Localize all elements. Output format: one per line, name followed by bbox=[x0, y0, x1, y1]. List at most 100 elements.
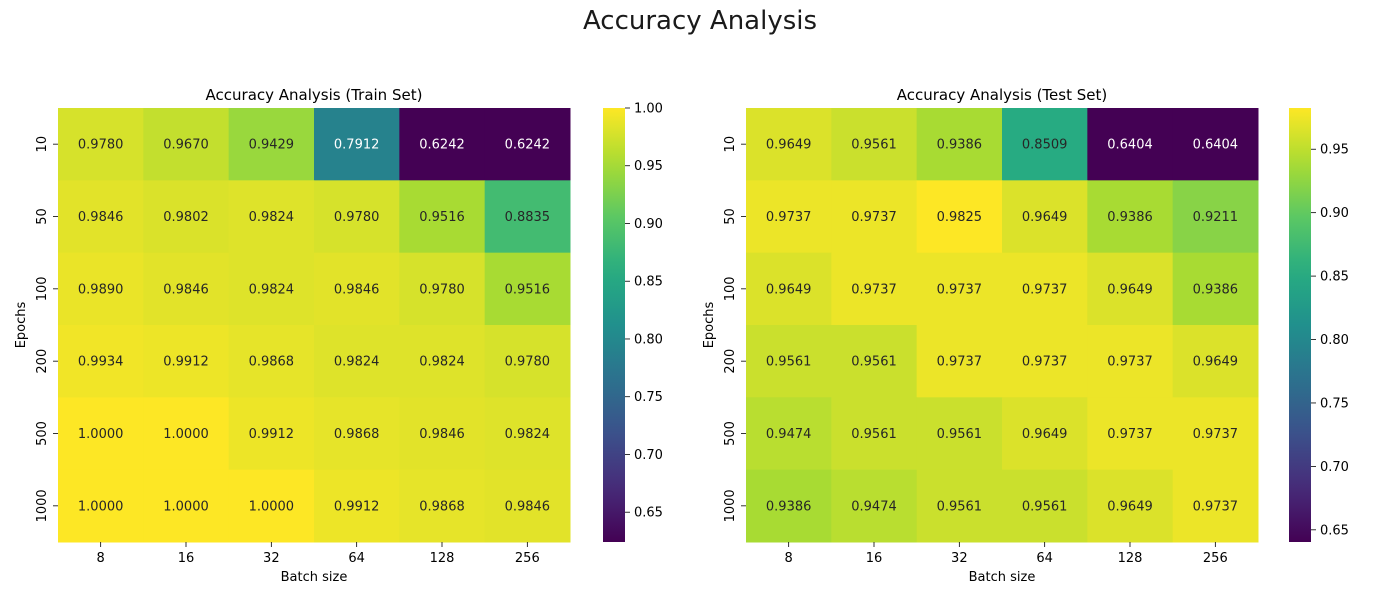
y-tick-label: 50 bbox=[35, 208, 50, 225]
colorbar-tick-label: 0.85 bbox=[1320, 270, 1349, 285]
y-tick-label: 100 bbox=[723, 276, 738, 301]
cell-value-label: 1.0000 bbox=[249, 499, 295, 514]
heatmap-cell bbox=[399, 469, 486, 543]
heatmap-title: Accuracy Analysis (Train Set) bbox=[206, 86, 423, 104]
heatmap-cell bbox=[228, 397, 315, 471]
cell-value-label: 0.9737 bbox=[937, 355, 983, 370]
heatmap-cell bbox=[916, 180, 1003, 254]
x-tick-label: 32 bbox=[951, 551, 968, 566]
x-tick-label: 32 bbox=[263, 551, 280, 566]
cell-value-label: 0.9737 bbox=[766, 210, 812, 225]
y-tick-label: 10 bbox=[723, 136, 738, 153]
heatmap-cell bbox=[1172, 397, 1259, 471]
cell-value-label: 0.9516 bbox=[419, 210, 465, 225]
cell-value-label: 0.9561 bbox=[766, 355, 812, 370]
cell-value-label: 0.9561 bbox=[937, 427, 983, 442]
heatmap-cell bbox=[831, 325, 918, 398]
cell-value-label: 0.9824 bbox=[505, 427, 551, 442]
cell-value-label: 0.9824 bbox=[249, 282, 295, 297]
colorbar-tick-label: 0.65 bbox=[634, 506, 663, 521]
y-axis-label: Epochs bbox=[702, 301, 717, 348]
heatmap-cell bbox=[484, 108, 571, 181]
cell-value-label: 0.9561 bbox=[851, 427, 897, 442]
heatmap-cell bbox=[746, 397, 832, 471]
heatmap-cell bbox=[228, 325, 315, 398]
heatmap-cell bbox=[58, 252, 144, 326]
heatmap-cell bbox=[228, 469, 315, 543]
cell-value-label: 0.9934 bbox=[78, 355, 124, 370]
heatmap-cell bbox=[58, 180, 144, 254]
cell-value-label: 0.9846 bbox=[78, 210, 124, 225]
cell-value-label: 0.8835 bbox=[505, 210, 551, 225]
cell-value-label: 0.9649 bbox=[766, 282, 812, 297]
x-tick-label: 128 bbox=[430, 551, 455, 566]
cell-value-label: 0.9846 bbox=[163, 282, 209, 297]
heatmap-cell bbox=[831, 108, 918, 181]
heatmap-cell bbox=[916, 108, 1003, 181]
x-axis-label: Batch size bbox=[281, 570, 348, 585]
colorbar-tick-label: 0.85 bbox=[634, 275, 663, 290]
cell-value-label: 0.9516 bbox=[505, 282, 551, 297]
cell-value-label: 0.9386 bbox=[766, 499, 812, 514]
cell-value-label: 0.6404 bbox=[1193, 138, 1239, 153]
y-axis-label: Epochs bbox=[14, 301, 29, 348]
heatmap-cell bbox=[58, 108, 144, 181]
cell-value-label: 0.6404 bbox=[1107, 138, 1153, 153]
cell-value-label: 0.9386 bbox=[1107, 210, 1153, 225]
heatmap-cell bbox=[143, 252, 230, 326]
heatmap-cell bbox=[314, 108, 400, 181]
heatmap-cell bbox=[831, 180, 918, 254]
colorbar-tick-label: 0.70 bbox=[1320, 460, 1349, 475]
cell-value-label: 1.0000 bbox=[78, 427, 124, 442]
cell-value-label: 0.9649 bbox=[1022, 210, 1068, 225]
cell-value-label: 0.9846 bbox=[419, 427, 465, 442]
x-tick-label: 256 bbox=[1203, 551, 1228, 566]
colorbar-tick-label: 0.75 bbox=[634, 390, 663, 405]
heatmap-cell bbox=[228, 180, 315, 254]
y-tick-label: 200 bbox=[35, 349, 50, 374]
cell-value-label: 0.9737 bbox=[1022, 282, 1068, 297]
cell-value-label: 0.9474 bbox=[766, 427, 812, 442]
heatmap-cell bbox=[314, 180, 400, 254]
colorbar bbox=[1289, 108, 1311, 542]
cell-value-label: 0.9737 bbox=[1193, 499, 1239, 514]
heatmap-cell bbox=[916, 252, 1003, 326]
cell-value-label: 0.9474 bbox=[851, 499, 897, 514]
heatmap-cell bbox=[746, 180, 832, 254]
colorbar-tick-label: 0.95 bbox=[634, 159, 663, 174]
heatmap-cell bbox=[58, 325, 144, 398]
cell-value-label: 0.9846 bbox=[334, 282, 380, 297]
y-tick-label: 500 bbox=[723, 421, 738, 446]
cell-value-label: 1.0000 bbox=[78, 499, 124, 514]
x-tick-label: 8 bbox=[785, 551, 793, 566]
cell-value-label: 0.9737 bbox=[937, 282, 983, 297]
cell-value-label: 0.9912 bbox=[163, 355, 209, 370]
x-axis-label: Batch size bbox=[969, 570, 1036, 585]
cell-value-label: 0.9737 bbox=[1107, 427, 1153, 442]
cell-value-label: 0.9825 bbox=[937, 210, 983, 225]
heatmap-cell bbox=[916, 469, 1003, 543]
heatmap-cell bbox=[1087, 180, 1174, 254]
heatmap-cell bbox=[314, 469, 400, 543]
heatmap-cell bbox=[746, 108, 832, 181]
cell-value-label: 0.9868 bbox=[419, 499, 465, 514]
heatmap-cell bbox=[916, 397, 1003, 471]
colorbar-tick-label: 0.90 bbox=[634, 217, 663, 232]
heatmap-cell bbox=[314, 325, 400, 398]
cell-value-label: 0.9824 bbox=[334, 355, 380, 370]
cell-value-label: 0.9737 bbox=[851, 282, 897, 297]
heatmap-cell bbox=[1172, 325, 1259, 398]
colorbar-tick-label: 1.00 bbox=[634, 102, 663, 117]
cell-value-label: 0.9670 bbox=[163, 138, 209, 153]
cell-value-label: 0.9649 bbox=[1107, 499, 1153, 514]
figure-title: Accuracy Analysis bbox=[582, 6, 818, 36]
x-tick-label: 64 bbox=[1036, 551, 1053, 566]
y-tick-label: 50 bbox=[723, 208, 738, 225]
heatmap-cell bbox=[1002, 397, 1088, 471]
heatmap-cell bbox=[746, 469, 832, 543]
heatmap-cell bbox=[916, 325, 1003, 398]
heatmap-cell bbox=[399, 325, 486, 398]
heatmap-cell bbox=[484, 325, 571, 398]
cell-value-label: 0.9386 bbox=[937, 138, 983, 153]
cell-value-label: 0.9649 bbox=[1193, 355, 1239, 370]
